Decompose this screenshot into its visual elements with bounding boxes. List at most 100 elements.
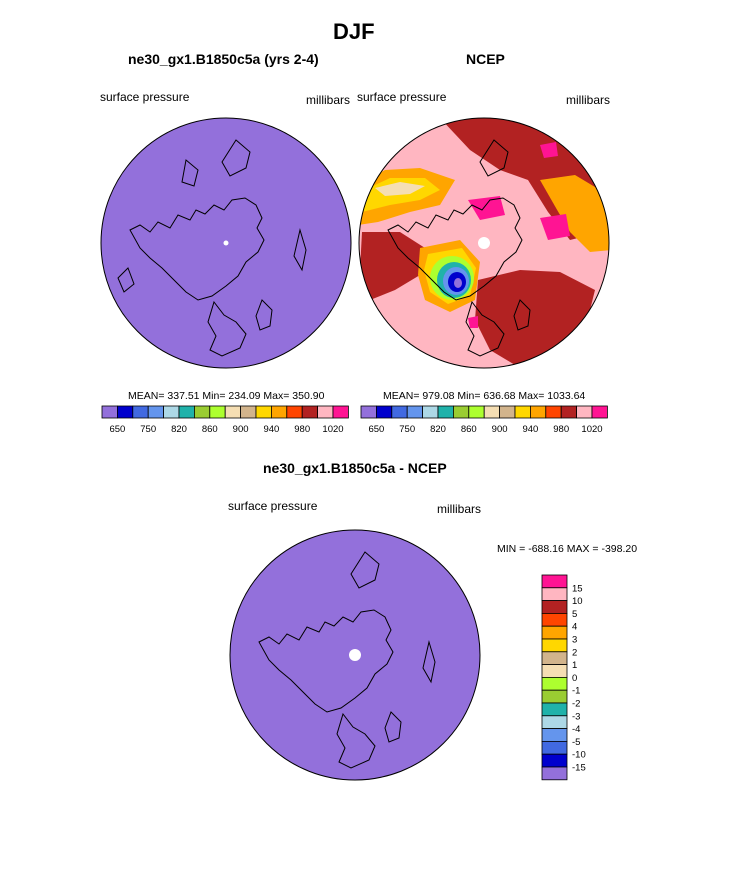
panel2-field-red-left [360,232,425,300]
diff-colorbar-swatch [541,600,568,614]
panel1-colorbar-swatch [270,405,288,419]
panel2-colorbar-swatch [437,405,454,419]
diff-colorbar-swatch [541,651,568,665]
panel2-border [358,117,610,369]
panel1-colorbar-swatch [301,405,319,419]
panel1-pole [223,240,229,246]
panel2-colorbar-tick-label: 820 [430,424,446,435]
panel3-pole [349,649,361,661]
panel2-colorbar-swatch [514,405,531,419]
diff-colorbar-tick-label: -2 [572,699,580,710]
diff-colorbar-swatch [541,677,568,691]
panel2-colorbar-tick-label: 900 [492,424,508,435]
panel3-map [229,529,481,781]
diff-colorbar-swatch [541,689,568,704]
diff-colorbar-swatch [541,638,568,653]
panel1-colorbar-tick-label: 650 [109,424,125,435]
panel2-colorbar-swatch [530,405,547,419]
panel1-colorbar-swatch [317,405,334,419]
diff-colorbar-tick-label: 4 [572,622,577,633]
panel2-field-magenta-3 [540,142,558,158]
panel1-colorbar-swatch [117,405,134,419]
panel1-colorbar-swatch [240,405,257,419]
diff-colorbar-swatch [541,702,568,717]
panel1-left-label: surface pressure [100,90,190,104]
diff-colorbar-tick-label: -3 [572,711,580,722]
panel2-colorbar-swatch [406,405,424,419]
panel1-colorbar-swatch [178,405,195,419]
panel2-colorbar-tick-label: 650 [368,424,384,435]
panel2-pole [478,237,490,249]
panel2-colorbar-swatch [391,405,408,419]
diff-colorbar-tick-label: 10 [572,596,583,607]
diff-colorbar-tick-label: 5 [572,609,577,620]
panel2-field-magenta-1 [468,196,505,220]
panel2-field-magenta-4 [468,316,478,328]
panel2-field-purple-low [454,278,462,288]
panel1-colorbar-tick-label: 860 [202,424,218,435]
panel2-field-tan-left [375,182,425,196]
panel1-right-label: millibars [306,93,351,107]
diff-colorbar-tick-label: 2 [572,647,577,658]
panel2-title: NCEP [466,51,505,67]
panel1-colorbar-tick-label: 940 [263,424,279,435]
diff-colorbar-tick-label: 15 [572,583,583,594]
panel2-colorbar: 650 750 820 860 900 940 980 1020 [360,405,608,435]
diff-colorbar-swatch [541,625,568,640]
panel2-colorbar-swatch [452,405,470,419]
page-title: DJF [333,19,375,44]
diff-colorbar-tick-label: -10 [572,750,586,761]
panel1-colorbar-swatch [209,405,226,419]
panel3-right-label: millibars [437,502,482,516]
panel2-colorbar-swatch [360,405,377,419]
panel2-colorbar-swatch [560,405,578,419]
panel1-colorbar-swatch [286,405,303,419]
panel1-colorbar-swatch [147,405,164,419]
panel1-map [100,117,352,369]
panel2-coastline [387,139,531,357]
panel1-colorbar-swatch [255,405,272,419]
diff-colorbar-swatch [541,728,568,742]
panel3-title: ne30_gx1.B1850c5a - NCEP [263,460,447,476]
panel2-colorbar-tick-label: 940 [522,424,538,435]
diff-colorbar-tick-label: 3 [572,635,577,646]
panel1-title: ne30_gx1.B1850c5a (yrs 2-4) [128,51,319,67]
diff-colorbar-tick-label: -5 [572,737,580,748]
panel1-colorbar-swatch [224,405,241,419]
panel2-colorbar-swatch [576,405,593,419]
panel1-stats: MEAN= 337.51 Min= 234.09 Max= 350.90 [128,390,325,402]
panel3-stats: MIN = -688.16 MAX = -398.20 [497,543,638,555]
panel2-left-label: surface pressure [357,90,447,104]
panel2-colorbar-tick-label: 750 [399,424,415,435]
diff-colorbar-tick-label: -1 [572,686,580,697]
panel2-colorbar-swatch [375,405,393,419]
panel3-left-label: surface pressure [228,499,318,513]
diff-colorbar-tick-label: 0 [572,673,577,684]
panel2-colorbar-tick-label: 860 [461,424,477,435]
diff-colorbar-swatch [541,715,568,729]
diff-colorbar-tick-label: -15 [572,763,586,774]
panel2-colorbar-swatch [468,405,485,419]
panel2-field-magenta-2 [540,214,570,240]
diff-colorbar-tick-label: 1 [572,660,577,671]
panel1-colorbar-swatch [163,405,180,419]
diff-colorbar-swatch [541,753,568,768]
panel1-colorbar-swatch [332,405,349,419]
panel2-colorbar-tick-label: 980 [553,424,569,435]
panel1-colorbar: 650 750 820 860 900 940 980 1020 [101,405,349,435]
panel2-colorbar-swatch [483,405,501,419]
panel1-colorbar-tick-label: 980 [294,424,310,435]
panel2-colorbar-swatch [499,405,516,419]
panel1-colorbar-tick-label: 750 [140,424,156,435]
diff-colorbar-swatch [541,741,568,755]
panel2-colorbar-swatch [422,405,439,419]
panel2-colorbar-swatch [591,405,608,419]
panel2-colorbar-swatch [545,405,562,419]
panel2-map [358,117,610,369]
diff-colorbar-swatch [541,766,568,781]
panel1-colorbar-swatch [193,405,211,419]
diff-colorbar-swatch [541,613,568,627]
panel1-colorbar-tick-label: 900 [233,424,249,435]
